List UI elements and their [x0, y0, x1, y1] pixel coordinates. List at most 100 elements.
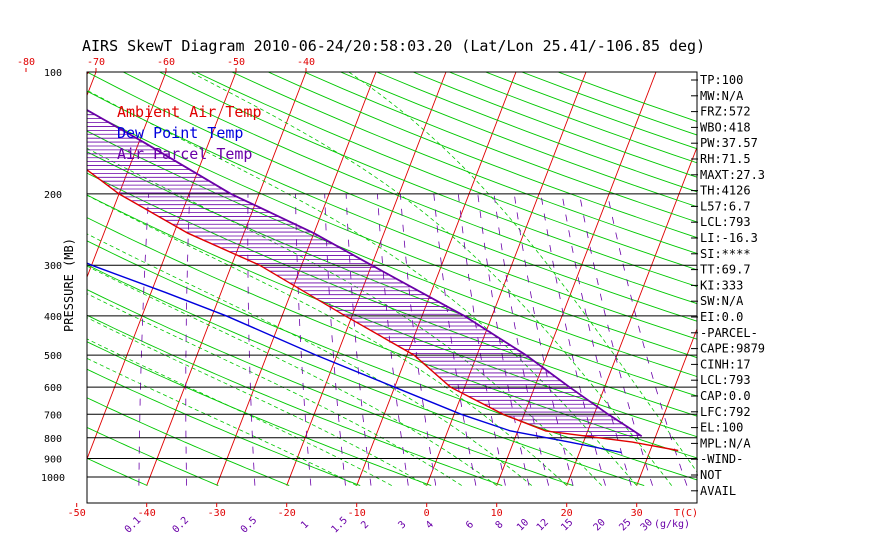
bottom-temp-tick-label: -50 — [68, 508, 86, 519]
air-parcel-temp-line — [87, 108, 643, 437]
mixing-ratio-line — [247, 193, 256, 486]
dew-point-temp-line — [87, 262, 622, 454]
dry-adiabat-line — [87, 151, 697, 397]
top-temp-tick-label: -40 — [297, 57, 315, 68]
stability-index-item: -WIND- — [700, 452, 743, 466]
stability-index-item: SW:N/A — [700, 294, 744, 308]
legend-entry: Ambient Air Temp — [117, 103, 262, 121]
top-temp-tick-label: -50 — [227, 57, 245, 68]
stability-index-item: LCL:793 — [700, 373, 751, 387]
dry-adiabat-line — [449, 72, 697, 164]
mixing-ratio-label: 0.5 — [239, 515, 260, 536]
stability-index-item: NOT — [700, 468, 722, 482]
mixing-ratio-label: 15 — [559, 517, 575, 533]
pressure-tick-label: 600 — [44, 383, 62, 394]
bottom-temp-tick-label: -30 — [208, 508, 226, 519]
moist-adiabat-line — [87, 233, 532, 486]
moist-adiabat-line — [87, 357, 357, 486]
dry-adiabat-line — [87, 172, 697, 417]
pressure-tick-label: 500 — [44, 351, 62, 362]
legend-entry: Dew Point Temp — [117, 124, 243, 142]
stability-index-item: SI:**** — [700, 247, 751, 261]
mixing-ratio-line — [433, 193, 477, 486]
mixing-ratio-label: 2 — [359, 519, 371, 531]
mixing-ratio-label: 3 — [397, 519, 409, 531]
dry-adiabat-line — [87, 264, 645, 487]
pressure-tick-label: 1000 — [41, 473, 65, 484]
mixing-ratio-label: 8 — [494, 519, 506, 531]
plot-border — [86, 71, 698, 504]
dry-adiabat-line — [87, 314, 503, 487]
moist-adiabat-line — [87, 147, 602, 486]
pressure-tick-label: 100 — [44, 68, 62, 79]
mixing-ratio-line — [324, 193, 346, 486]
stability-index-item: MPL:N/A — [700, 436, 751, 450]
legend-entry: Air Parcel Temp — [117, 145, 252, 163]
dry-adiabat-line — [87, 90, 697, 340]
stability-index-item: L57:6.7 — [700, 199, 751, 213]
dry-adiabat-line — [87, 341, 432, 487]
bottom-temp-tick-label: -40 — [138, 508, 156, 519]
dry-adiabat-line — [87, 194, 697, 438]
moist-adiabat-line — [190, 72, 673, 486]
stability-index-item: MAXT:27.3 — [700, 168, 765, 182]
bottom-temp-tick-label: 10 — [491, 508, 503, 519]
sounding-series — [87, 72, 679, 454]
stability-index-item: LI:-16.3 — [700, 231, 758, 245]
mixing-ratio-line — [513, 193, 574, 486]
grid-lines — [87, 72, 870, 487]
mixing-ratio-line — [540, 193, 606, 486]
stability-index-item: PW:37.57 — [700, 136, 758, 150]
stability-index-item: TH:4126 — [700, 184, 751, 198]
dry-adiabat-line — [87, 368, 361, 487]
bottom-temp-tick-label: 0 — [424, 508, 430, 519]
stability-index-item: EL:100 — [700, 421, 743, 435]
mixing-ratio-label: 20 — [592, 517, 608, 533]
isotherm-line — [87, 72, 97, 97]
isotherm-line — [496, 72, 657, 486]
pressure-tick-label: 800 — [44, 434, 62, 445]
top-temp-tick-label: -70 — [87, 57, 105, 68]
mixing-ratio-label: 25 — [617, 517, 633, 533]
stability-index-item: LCL:793 — [700, 215, 751, 229]
moist-adiabat-line — [87, 194, 567, 486]
dry-adiabat-line — [87, 289, 574, 487]
dry-adiabat-line — [412, 72, 697, 178]
mixing-ratio-label: 12 — [535, 517, 551, 533]
isotherm-line — [87, 72, 167, 279]
stability-index-item: TT:69.7 — [700, 263, 751, 277]
y-axis-label: PRESSURE (MB) — [62, 238, 76, 332]
bottom-temp-tick-label: 20 — [561, 508, 573, 519]
plot-frame — [86, 71, 698, 504]
isotherm-line — [356, 72, 517, 486]
dry-adiabat-line — [87, 130, 697, 378]
isotherm-line — [636, 327, 697, 486]
mixing-ratio-line — [561, 193, 632, 486]
bottom-temp-tick-label: -20 — [278, 508, 296, 519]
moist-adiabat-line — [348, 72, 697, 473]
pressure-tick-label: 300 — [44, 261, 62, 272]
top-temp-tick-label: -60 — [157, 57, 175, 68]
stability-index-item: MW:N/A — [700, 89, 744, 103]
stability-index-item: FRZ:572 — [700, 105, 751, 119]
stability-index-item: TP:100 — [700, 73, 743, 87]
isotherm-line — [146, 72, 307, 486]
dry-adiabat-line — [231, 72, 697, 255]
isotherm-line — [777, 72, 870, 486]
cape-hatching — [87, 110, 641, 436]
stability-index-item: WBO:418 — [700, 120, 751, 134]
pressure-tick-label: 200 — [44, 190, 62, 201]
stability-index-item: CAPE:9879 — [700, 342, 765, 356]
stability-index-item: AVAIL — [700, 484, 736, 498]
mixing-ratio-line — [138, 193, 150, 486]
stability-index-item: CAP:0.0 — [700, 389, 751, 403]
stability-index-item: EI:0.0 — [700, 310, 743, 324]
dry-adiabat-line — [87, 240, 697, 481]
chart-title: AIRS SkewT Diagram 2010-06-24/20:58:03.2… — [82, 37, 705, 55]
dry-adiabat-line — [87, 72, 697, 322]
mixing-ratio-label: 4 — [424, 519, 436, 531]
mixing-ratio-label: 30 — [639, 517, 655, 533]
